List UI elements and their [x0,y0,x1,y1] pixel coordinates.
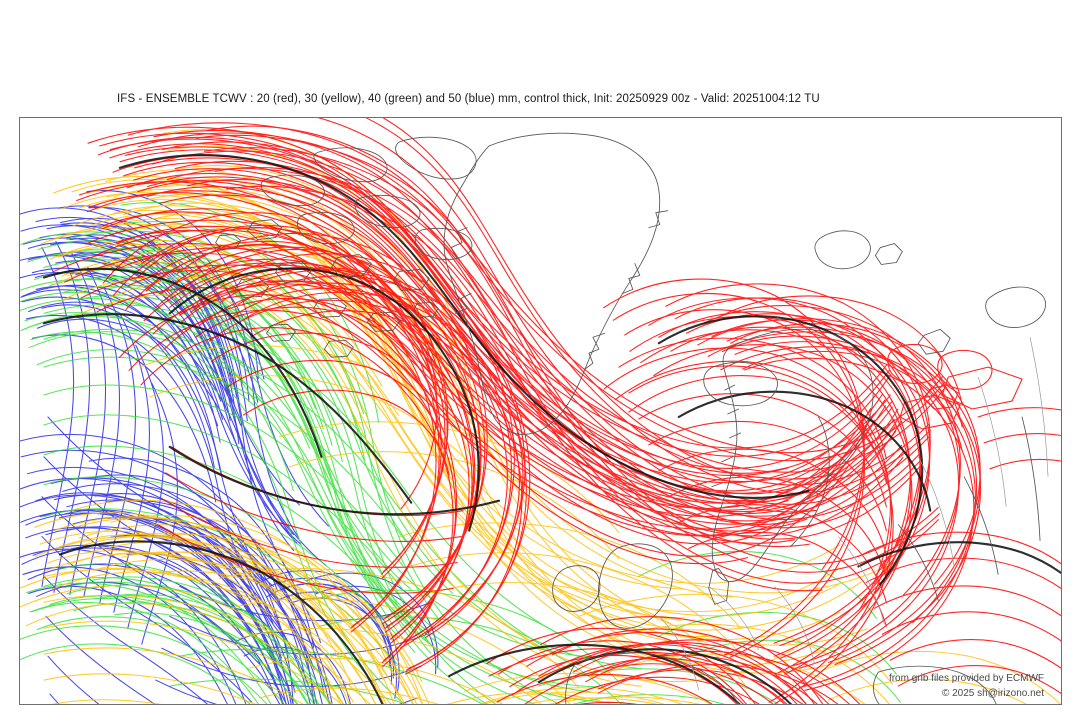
country-border-layer [658,337,1049,691]
map-plot-frame [19,117,1062,705]
ensemble-spaghetti-layer [20,118,1061,704]
spaghetti-contour-plot [20,118,1061,704]
contour-series-40mm-green [20,195,901,704]
contour-control-run [42,154,1061,704]
chart-title: IFS - ENSEMBLE TCWV : 20 (red), 30 (yell… [117,93,820,105]
